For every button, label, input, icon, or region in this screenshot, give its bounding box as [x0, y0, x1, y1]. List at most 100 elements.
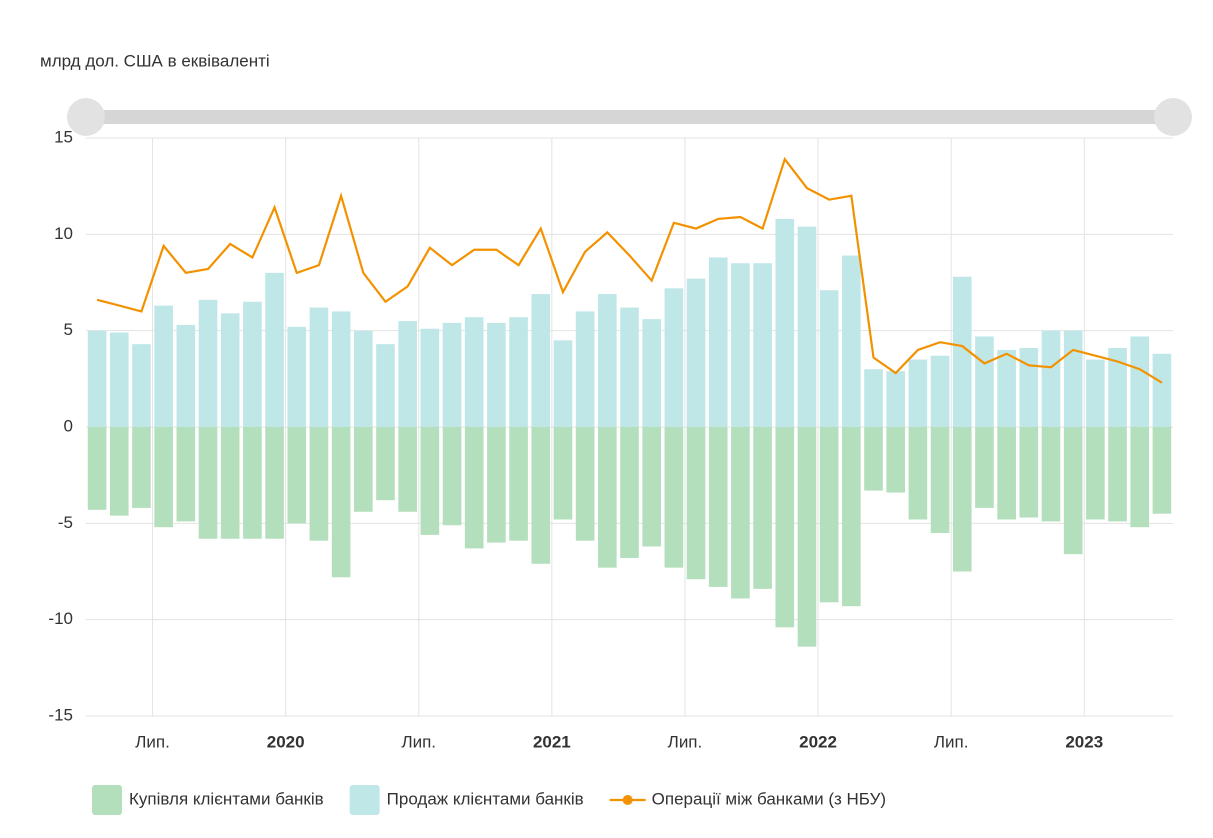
- bar: [664, 288, 684, 427]
- slider-handle-right[interactable]: [1154, 98, 1192, 136]
- bar: [198, 427, 218, 539]
- bar: [1130, 427, 1150, 528]
- bar: [243, 427, 262, 539]
- x-tick-label: 2022: [799, 732, 837, 751]
- bar: [997, 427, 1016, 520]
- bar: [376, 344, 395, 427]
- y-tick-label: 5: [64, 320, 73, 339]
- legend-swatch: [92, 785, 122, 815]
- bar: [243, 301, 262, 427]
- bar: [309, 427, 329, 541]
- bar: [708, 257, 728, 427]
- bar: [1063, 330, 1083, 427]
- line: [96, 156, 1163, 384]
- bar: [819, 427, 839, 603]
- bar: [109, 427, 129, 516]
- bar: [464, 317, 484, 427]
- x-tick-label: Лип.: [934, 732, 969, 751]
- bar: [420, 427, 440, 535]
- y-tick-label: 15: [54, 127, 73, 146]
- bar: [864, 369, 883, 427]
- bar: [487, 322, 506, 427]
- bar: [1108, 348, 1127, 427]
- bar: [642, 319, 662, 427]
- bar: [797, 427, 817, 647]
- x-tick-label: 2021: [533, 732, 571, 751]
- bar: [509, 427, 528, 541]
- bar: [575, 427, 595, 541]
- bar: [664, 427, 684, 568]
- bar: [597, 427, 617, 568]
- bar: [620, 427, 639, 559]
- bar: [154, 305, 173, 427]
- y-tick-label: 10: [54, 224, 73, 243]
- bar: [575, 311, 595, 427]
- bar: [1086, 359, 1105, 427]
- legend-swatch: [349, 785, 380, 815]
- bar: [930, 427, 950, 533]
- bar: [731, 263, 750, 427]
- bar: [620, 307, 639, 427]
- range-slider[interactable]: [67, 98, 1192, 136]
- bar: [265, 427, 284, 539]
- bar: [331, 311, 351, 427]
- y-tick-label: -10: [48, 609, 73, 628]
- bar: [265, 272, 284, 427]
- bar: [109, 332, 129, 427]
- bar: [87, 427, 107, 510]
- bar: [398, 321, 417, 427]
- bar: [220, 313, 240, 427]
- bar: [930, 355, 950, 427]
- bar: [886, 371, 906, 427]
- bar: [353, 330, 373, 427]
- bar: [753, 427, 772, 589]
- bar: [87, 330, 107, 427]
- legend-label: Купівля клієнтами банків: [129, 789, 324, 808]
- bar: [353, 427, 373, 512]
- x-tick-label: Лип.: [401, 732, 436, 751]
- bar: [287, 326, 307, 427]
- bar: [176, 324, 196, 427]
- x-tick-label: 2020: [267, 732, 305, 751]
- x-tick-label: Лип.: [135, 732, 170, 751]
- bar: [442, 427, 462, 526]
- bar: [775, 427, 795, 628]
- bar: [952, 427, 972, 572]
- y-tick-label: -15: [48, 705, 73, 724]
- bar: [731, 427, 750, 599]
- bar: [331, 427, 351, 578]
- bar: [975, 336, 994, 427]
- bar: [886, 427, 906, 493]
- bar: [997, 349, 1016, 427]
- bar: [1086, 427, 1105, 520]
- bar: [908, 427, 928, 520]
- bar: [154, 427, 173, 528]
- bar: [864, 427, 883, 491]
- bar: [531, 427, 551, 564]
- bar: [797, 226, 817, 427]
- bar: [376, 427, 395, 501]
- bar: [309, 307, 329, 427]
- y-axis-label: млрд дол. США в еквіваленті: [40, 51, 270, 70]
- bar: [1041, 427, 1061, 522]
- bar: [1063, 427, 1083, 555]
- bar: [1152, 353, 1172, 427]
- bar: [908, 359, 928, 427]
- legend-label: Продаж клієнтами банків: [387, 789, 584, 808]
- legend-marker: [622, 795, 633, 805]
- bar: [819, 290, 839, 427]
- slider-handle-left[interactable]: [67, 98, 105, 136]
- bar: [531, 294, 551, 427]
- bar: [553, 340, 573, 427]
- bar: [420, 328, 440, 427]
- bar: [487, 427, 506, 543]
- bar: [464, 427, 484, 549]
- bar: [509, 317, 528, 427]
- bar: [708, 427, 728, 587]
- bar: [753, 263, 772, 427]
- bar: [686, 278, 706, 427]
- bar: [1152, 427, 1172, 514]
- bar: [220, 427, 240, 539]
- bar: [176, 427, 196, 522]
